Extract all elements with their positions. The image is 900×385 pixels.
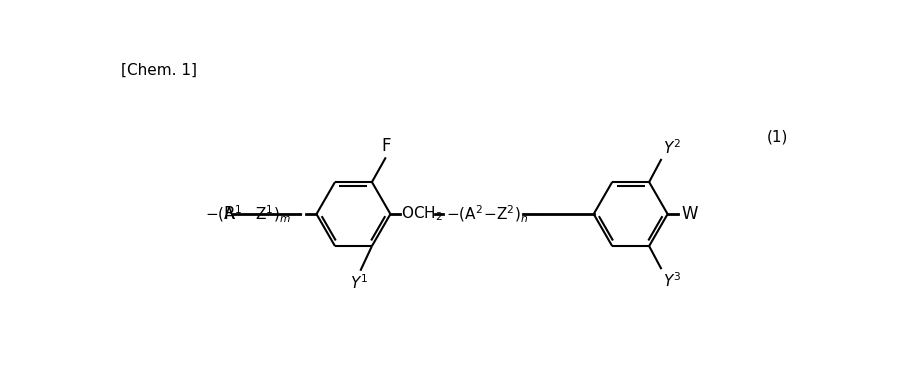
Text: (1): (1) xyxy=(767,130,788,144)
Text: $-(\mathrm{A}^1\!-\!\mathrm{Z}^1)_m\!-$: $-(\mathrm{A}^1\!-\!\mathrm{Z}^1)_m\!-$ xyxy=(205,204,304,224)
Text: [Chem. 1]: [Chem. 1] xyxy=(121,63,197,78)
Text: $Y^3$: $Y^3$ xyxy=(663,271,681,290)
Text: W: W xyxy=(681,205,698,223)
Text: $Y^1$: $Y^1$ xyxy=(350,274,368,293)
Text: $\mathrm{OCH_2}$: $\mathrm{OCH_2}$ xyxy=(401,205,443,223)
Text: F: F xyxy=(381,137,391,155)
Text: R: R xyxy=(223,205,235,223)
Text: $Y^2$: $Y^2$ xyxy=(663,138,681,157)
Text: $-(\mathrm{A}^2\!-\!\mathrm{Z}^2)_n\!-$: $-(\mathrm{A}^2\!-\!\mathrm{Z}^2)_n\!-$ xyxy=(446,204,541,224)
